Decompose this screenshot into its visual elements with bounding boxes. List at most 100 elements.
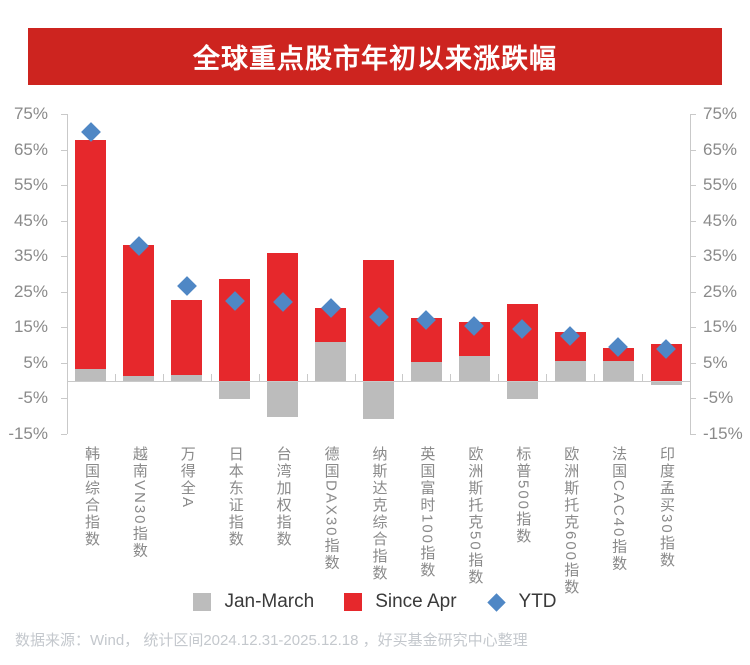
right-axis-tick [690, 256, 696, 258]
category-label: 印度孟买30指数 [658, 446, 676, 569]
page-title: 全球重点股市年初以来涨跌幅 [193, 44, 557, 74]
baseline-separator-tick [354, 373, 356, 381]
bar-jan-march [602, 361, 634, 381]
y-axis-label-left: -5% [17, 388, 48, 408]
baseline-separator-tick [546, 373, 548, 381]
baseline-separator-tick [210, 373, 212, 381]
baseline-separator-tick [114, 373, 116, 381]
baseline-separator-tick [402, 373, 404, 381]
y-axis-label-left: 75% [13, 104, 48, 123]
left-axis-tick [61, 291, 67, 293]
left-axis-line [67, 114, 68, 434]
legend-item-since-apr: Since Apr [344, 591, 457, 613]
y-axis-label-left: 35% [13, 246, 48, 266]
since-apr-swatch-icon [344, 593, 363, 611]
right-axis-tick [690, 362, 696, 364]
right-axis-tick [690, 327, 696, 329]
bar-jan-march [171, 374, 203, 381]
y-axis-label-left: 65% [13, 139, 48, 159]
bar-jan-march [410, 362, 442, 381]
ytd-marker-icon [176, 276, 197, 297]
category-label: 法国CAC40指数 [610, 446, 628, 573]
right-axis-tick [690, 220, 696, 222]
data-source-note: 数据来源：Wind， 统计区间2024.12.31-2025.12.18 ，好买… [15, 632, 528, 649]
baseline-separator-tick [594, 373, 596, 381]
left-axis-tick [61, 434, 67, 435]
bar-jan-march [123, 376, 155, 381]
bar-since-apr [123, 244, 155, 377]
left-axis-tick [61, 114, 67, 115]
title-banner: 全球重点股市年初以来涨跌幅 [28, 28, 722, 85]
y-axis-label-right: -15% [703, 424, 743, 443]
y-axis-label-right: 35% [703, 246, 738, 266]
bar-since-apr [171, 299, 203, 375]
category-label: 越南VN30指数 [130, 446, 148, 560]
legend-label-jan-march: Jan-March [224, 591, 315, 612]
baseline-separator-tick [450, 373, 452, 381]
baseline-separator-tick [162, 373, 164, 381]
category-label: 欧洲斯托克50指数 [466, 446, 484, 586]
y-axis-label-right: 45% [703, 210, 738, 230]
bar-jan-march [75, 368, 107, 381]
y-axis-label-left: 5% [23, 352, 48, 372]
y-axis-label-left: 55% [13, 175, 48, 195]
bar-since-apr [75, 139, 107, 369]
baseline-separator-tick [498, 373, 500, 381]
category-label: 标普500指数 [514, 446, 532, 546]
y-axis-label-left: 25% [13, 281, 48, 301]
category-label: 纳斯达克综合指数 [370, 446, 388, 582]
right-axis-tick [690, 185, 696, 187]
bar-since-apr [267, 252, 299, 381]
bar-jan-march [554, 361, 586, 381]
baseline-separator-tick [306, 373, 308, 381]
zero-baseline [67, 380, 690, 382]
legend-label-since-apr: Since Apr [375, 591, 457, 612]
y-axis-label-right: 25% [703, 281, 738, 301]
legend-label-ytd: YTD [518, 591, 557, 612]
category-label: 德国DAX30指数 [322, 446, 340, 572]
left-axis-tick [61, 398, 67, 400]
bar-jan-march [267, 381, 299, 418]
jan-march-swatch-icon [193, 593, 212, 611]
left-axis-tick [61, 362, 67, 364]
left-axis-tick [61, 149, 67, 151]
chart-legend: Jan-March Since Apr YTD [0, 589, 750, 615]
right-axis-tick [690, 398, 696, 400]
y-axis-label-right: 5% [703, 352, 728, 372]
baseline-separator-tick [258, 373, 260, 381]
y-axis-label-right: 65% [703, 139, 738, 159]
bar-since-apr [506, 303, 538, 381]
legend-item-ytd: YTD [486, 591, 557, 613]
y-axis-label-right: 15% [703, 317, 738, 337]
bar-jan-march [458, 355, 490, 381]
right-axis-tick [690, 291, 696, 293]
legend-item-jan-march: Jan-March [193, 591, 314, 613]
category-label: 韩国综合指数 [82, 446, 100, 548]
left-axis-tick [61, 220, 67, 222]
bar-jan-march [363, 381, 394, 419]
category-label: 欧洲斯托克600指数 [562, 446, 580, 597]
category-label: 英国富时100指数 [418, 446, 436, 580]
category-label: 日本东证指数 [226, 446, 244, 548]
y-axis-label-right: 75% [703, 104, 738, 123]
bar-jan-march [219, 381, 251, 400]
left-axis-tick [61, 185, 67, 187]
ytd-diamond-icon [486, 592, 506, 612]
bar-jan-march [650, 381, 682, 386]
right-axis-tick [690, 434, 696, 435]
y-axis-label-left: -15% [8, 424, 48, 443]
right-axis-tick [690, 114, 696, 115]
right-axis-line [690, 114, 691, 434]
category-label: 台湾加权指数 [274, 446, 292, 548]
left-axis-tick [61, 256, 67, 258]
y-axis-label-left: 45% [13, 210, 48, 230]
category-label: 万得全A [178, 446, 196, 510]
baseline-separator-tick [642, 373, 644, 381]
bar-jan-march [315, 341, 347, 381]
y-axis-label-left: 15% [13, 317, 48, 337]
y-axis-label-right: -5% [703, 388, 734, 408]
bar-jan-march [506, 381, 538, 400]
left-axis-tick [61, 327, 67, 329]
y-axis-label-right: 55% [703, 175, 738, 195]
chart-area: 75% 75% 65% 65% 55% 55% 45% 45% 35% 35% 25% 25% 15% 1… [8, 104, 743, 596]
